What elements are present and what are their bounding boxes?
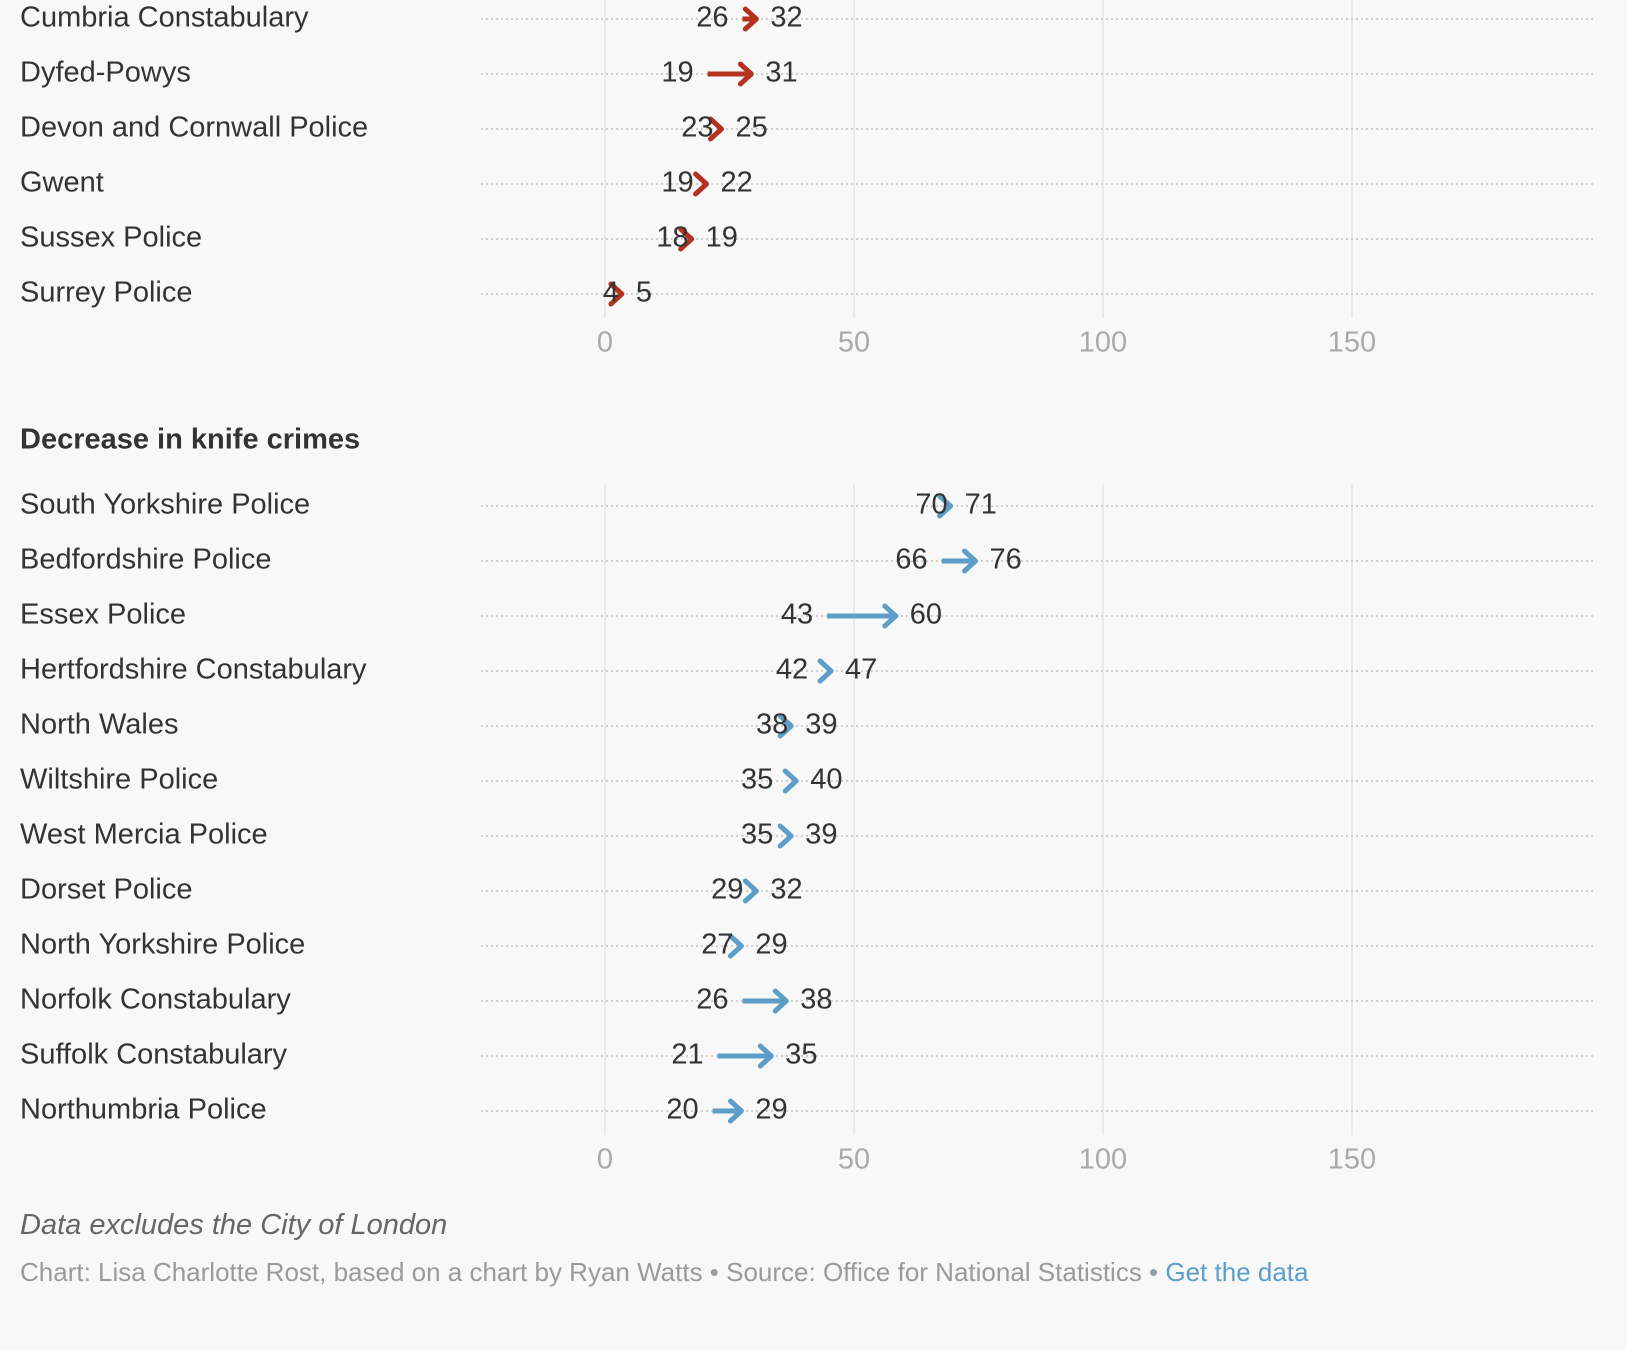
row-label-suffolk-constabulary: Suffolk Constabulary <box>20 1039 288 1071</box>
get-the-data-link[interactable]: Get the data <box>1165 1257 1309 1287</box>
x-tick-label-increase-50: 50 <box>838 327 870 359</box>
arrow-head-sussex-police <box>678 226 695 252</box>
arrow-head-norfolk-constabulary <box>772 988 789 1014</box>
row-label-northumbria-police: Northumbria Police <box>20 1094 267 1126</box>
section-title-decrease: Decrease in knife crimes <box>20 424 360 456</box>
x-tick-label-decrease-100: 100 <box>1079 1144 1127 1176</box>
arrow-head-gwent <box>693 171 710 197</box>
row-label-wiltshire-police: Wiltshire Police <box>20 764 218 796</box>
x-tick-label-increase-150: 150 <box>1328 327 1376 359</box>
row-label-essex-police: Essex Police <box>20 599 186 631</box>
row-label-devon-and-cornwall-police: Devon and Cornwall Police <box>20 112 368 144</box>
x-tick-label-decrease-50: 50 <box>838 1144 870 1176</box>
end-value-devon-and-cornwall-police: 25 <box>736 112 768 144</box>
start-value-sussex-police: 18 <box>656 222 688 254</box>
start-value-south-yorkshire-police: 70 <box>915 489 947 521</box>
start-value-dorset-police: 29 <box>711 874 743 906</box>
end-value-essex-police: 60 <box>910 599 942 631</box>
row-label-north-yorkshire-police: North Yorkshire Police <box>20 929 305 961</box>
credits-text: Chart: Lisa Charlotte Rost, based on a c… <box>20 1257 1166 1287</box>
chart-note: Data excludes the City of London <box>20 1209 448 1241</box>
end-value-hertfordshire-constabulary: 47 <box>845 654 877 686</box>
row-label-south-yorkshire-police: South Yorkshire Police <box>20 489 310 521</box>
end-value-south-yorkshire-police: 71 <box>965 489 997 521</box>
row-label-dorset-police: Dorset Police <box>20 874 192 906</box>
chart-footer: Data excludes the City of London Chart: … <box>20 1208 1580 1288</box>
start-value-northumbria-police: 20 <box>666 1094 698 1126</box>
end-value-gwent: 22 <box>721 167 753 199</box>
arrow-head-essex-police <box>882 603 899 629</box>
x-tick-label-increase-0: 0 <box>597 327 613 359</box>
start-value-surrey-police: 4 <box>603 277 619 309</box>
arrow-head-north-yorkshire-police <box>727 933 744 959</box>
arrow-head-west-mercia-police <box>777 823 794 849</box>
arrow-head-northumbria-police <box>727 1098 744 1124</box>
end-value-wiltshire-police: 40 <box>810 764 842 796</box>
row-label-surrey-police: Surrey Police <box>20 277 192 309</box>
arrow-head-bedfordshire-police <box>961 548 978 574</box>
row-label-dyfed-powys: Dyfed-Powys <box>20 57 191 89</box>
end-value-surrey-police: 5 <box>636 277 652 309</box>
arrow-head-suffolk-constabulary <box>757 1043 774 1069</box>
x-tick-label-decrease-0: 0 <box>597 1144 613 1176</box>
end-value-north-yorkshire-police: 29 <box>755 929 787 961</box>
row-label-gwent: Gwent <box>20 167 104 199</box>
row-label-hertfordshire-constabulary: Hertfordshire Constabulary <box>20 654 367 686</box>
start-value-north-yorkshire-police: 27 <box>701 929 733 961</box>
row-label-west-mercia-police: West Mercia Police <box>20 819 268 851</box>
end-value-sussex-police: 19 <box>706 222 738 254</box>
start-value-cumbria-constabulary: 26 <box>696 2 728 34</box>
arrow-head-wiltshire-police <box>782 768 799 794</box>
start-value-essex-police: 43 <box>781 599 813 631</box>
row-label-sussex-police: Sussex Police <box>20 222 202 254</box>
start-value-suffolk-constabulary: 21 <box>671 1039 703 1071</box>
row-label-north-wales: North Wales <box>20 709 178 741</box>
x-tick-label-decrease-150: 150 <box>1328 1144 1376 1176</box>
start-value-devon-and-cornwall-police: 23 <box>681 112 713 144</box>
row-label-norfolk-constabulary: Norfolk Constabulary <box>20 984 291 1016</box>
arrow-head-surrey-police <box>608 281 625 307</box>
arrow-head-cumbria-constabulary <box>742 6 759 32</box>
end-value-dyfed-powys: 31 <box>765 57 797 89</box>
start-value-north-wales: 38 <box>756 709 788 741</box>
row-label-bedfordshire-police: Bedfordshire Police <box>20 544 271 576</box>
start-value-west-mercia-police: 35 <box>741 819 773 851</box>
arrow-head-dorset-police <box>742 878 759 904</box>
end-value-cumbria-constabulary: 32 <box>770 2 802 34</box>
end-value-norfolk-constabulary: 38 <box>800 984 832 1016</box>
end-value-north-wales: 39 <box>805 709 837 741</box>
arrow-head-north-wales <box>777 713 794 739</box>
row-label-cumbria-constabulary: Cumbria Constabulary <box>20 2 309 34</box>
start-value-dyfed-powys: 19 <box>661 57 693 89</box>
arrow-head-dyfed-powys <box>737 61 754 87</box>
end-value-bedfordshire-police: 76 <box>989 544 1021 576</box>
start-value-bedfordshire-police: 66 <box>895 544 927 576</box>
end-value-dorset-police: 32 <box>770 874 802 906</box>
start-value-norfolk-constabulary: 26 <box>696 984 728 1016</box>
start-value-gwent: 19 <box>661 167 693 199</box>
chart-credits: Chart: Lisa Charlotte Rost, based on a c… <box>20 1256 1580 1288</box>
end-value-northumbria-police: 29 <box>755 1094 787 1126</box>
arrow-head-devon-and-cornwall-police <box>708 116 724 142</box>
arrow-head-hertfordshire-constabulary <box>817 658 834 684</box>
x-tick-label-increase-100: 100 <box>1079 327 1127 359</box>
end-value-west-mercia-police: 39 <box>805 819 837 851</box>
start-value-wiltshire-police: 35 <box>741 764 773 796</box>
end-value-suffolk-constabulary: 35 <box>785 1039 817 1071</box>
start-value-hertfordshire-constabulary: 42 <box>776 654 808 686</box>
arrow-head-south-yorkshire-police <box>937 493 954 519</box>
